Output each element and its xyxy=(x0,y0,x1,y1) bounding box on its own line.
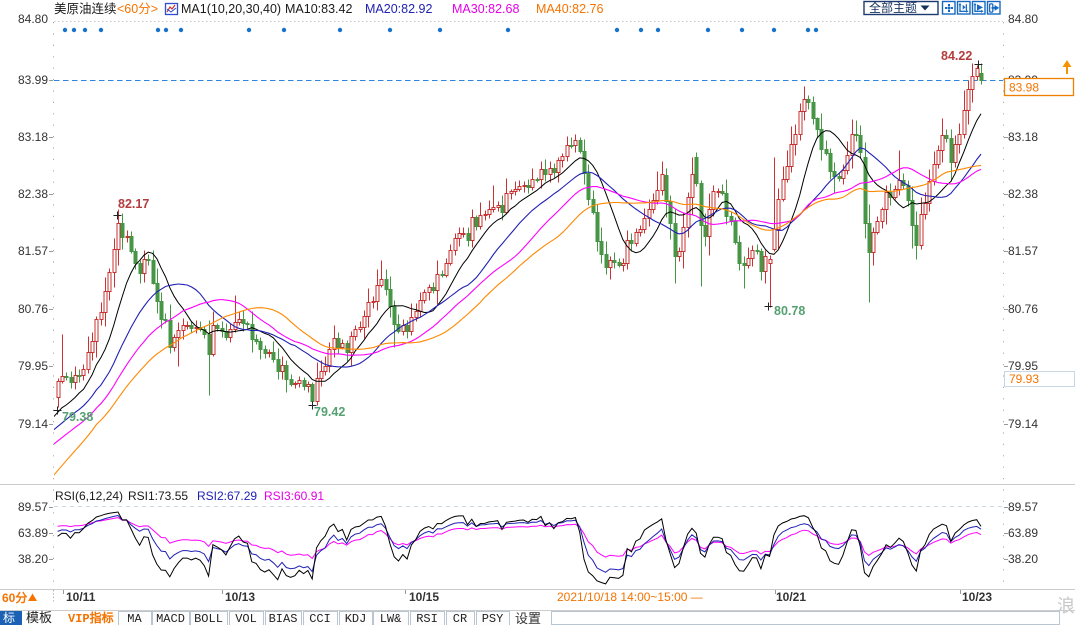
svg-text:80.76: 80.76 xyxy=(1008,302,1038,316)
svg-text:89.57: 89.57 xyxy=(18,500,48,514)
svg-text:VOL: VOL xyxy=(235,612,257,625)
svg-text:79.95: 79.95 xyxy=(1008,359,1038,373)
svg-text:RSI3:60.91: RSI3:60.91 xyxy=(264,489,324,503)
svg-text:LW&: LW& xyxy=(380,612,402,625)
svg-text:84.80: 84.80 xyxy=(1008,12,1038,26)
svg-text:84.80: 84.80 xyxy=(18,12,48,26)
svg-text:模板: 模板 xyxy=(26,610,52,625)
svg-text:81.57: 81.57 xyxy=(18,244,48,258)
svg-text:79.14: 79.14 xyxy=(18,417,48,431)
svg-text:全部主题: 全部主题 xyxy=(869,0,917,15)
svg-text:89.57: 89.57 xyxy=(1008,500,1038,514)
svg-text:80.76: 80.76 xyxy=(18,302,48,316)
svg-text:CR: CR xyxy=(453,612,467,625)
svg-text:63.89: 63.89 xyxy=(18,526,48,540)
svg-text:83.18: 83.18 xyxy=(18,130,48,144)
svg-text:美原油连续: 美原油连续 xyxy=(54,1,117,16)
svg-text:MA10:83.42: MA10:83.42 xyxy=(285,2,352,16)
svg-text:79.42: 79.42 xyxy=(314,405,345,419)
svg-text:63.89: 63.89 xyxy=(1008,526,1038,540)
svg-text:RSI1:73.55: RSI1:73.55 xyxy=(128,489,188,503)
svg-text:83.18: 83.18 xyxy=(1008,130,1038,144)
svg-text:BIAS: BIAS xyxy=(269,612,298,625)
svg-text:2021/10/18 14:00~15:00 —: 2021/10/18 14:00~15:00 — xyxy=(557,590,703,604)
svg-text:83.98: 83.98 xyxy=(1009,81,1039,95)
svg-text:MA1(10,20,30,40): MA1(10,20,30,40) xyxy=(181,2,281,16)
svg-text:MA30:82.68: MA30:82.68 xyxy=(452,2,519,16)
svg-text:MA: MA xyxy=(127,612,142,625)
svg-text:MA40:82.76: MA40:82.76 xyxy=(536,2,603,16)
svg-text:MA20:82.92: MA20:82.92 xyxy=(365,2,432,16)
svg-text:10/15: 10/15 xyxy=(409,590,439,604)
svg-text:83.99: 83.99 xyxy=(18,73,48,87)
svg-text:RSI: RSI xyxy=(416,612,438,625)
svg-text:10/13: 10/13 xyxy=(225,590,255,604)
svg-text:设置: 设置 xyxy=(515,611,541,625)
svg-text:80.78: 80.78 xyxy=(774,304,805,318)
svg-text:79.95: 79.95 xyxy=(18,359,48,373)
svg-text:81.57: 81.57 xyxy=(1008,244,1038,258)
svg-text:10/23: 10/23 xyxy=(962,590,992,604)
svg-text:PSY: PSY xyxy=(482,612,504,625)
svg-text:79.38: 79.38 xyxy=(62,410,93,424)
svg-text:RSI(6,12,24): RSI(6,12,24) xyxy=(55,489,123,503)
svg-text:38.20: 38.20 xyxy=(18,552,48,566)
svg-text:标: 标 xyxy=(3,611,15,625)
svg-text:<60分>: <60分> xyxy=(117,2,158,16)
svg-text:82.17: 82.17 xyxy=(118,197,149,211)
svg-text:79.14: 79.14 xyxy=(1008,417,1038,431)
svg-text:84.22: 84.22 xyxy=(941,49,972,63)
svg-text:VIP指标: VIP指标 xyxy=(68,610,114,625)
svg-text:82.38: 82.38 xyxy=(1008,187,1038,201)
svg-text:60分: 60分 xyxy=(2,590,27,605)
svg-text:MACD: MACD xyxy=(156,612,185,625)
svg-text:CCI: CCI xyxy=(309,612,331,625)
svg-text:10/11: 10/11 xyxy=(66,590,96,604)
svg-text:79.93: 79.93 xyxy=(1009,372,1039,386)
svg-text:38.20: 38.20 xyxy=(1008,552,1038,566)
svg-text:10/21: 10/21 xyxy=(776,590,806,604)
svg-text:RSI2:67.29: RSI2:67.29 xyxy=(197,489,257,503)
svg-text:BOLL: BOLL xyxy=(194,612,223,625)
svg-text:KDJ: KDJ xyxy=(345,612,367,625)
svg-text:82.38: 82.38 xyxy=(18,187,48,201)
